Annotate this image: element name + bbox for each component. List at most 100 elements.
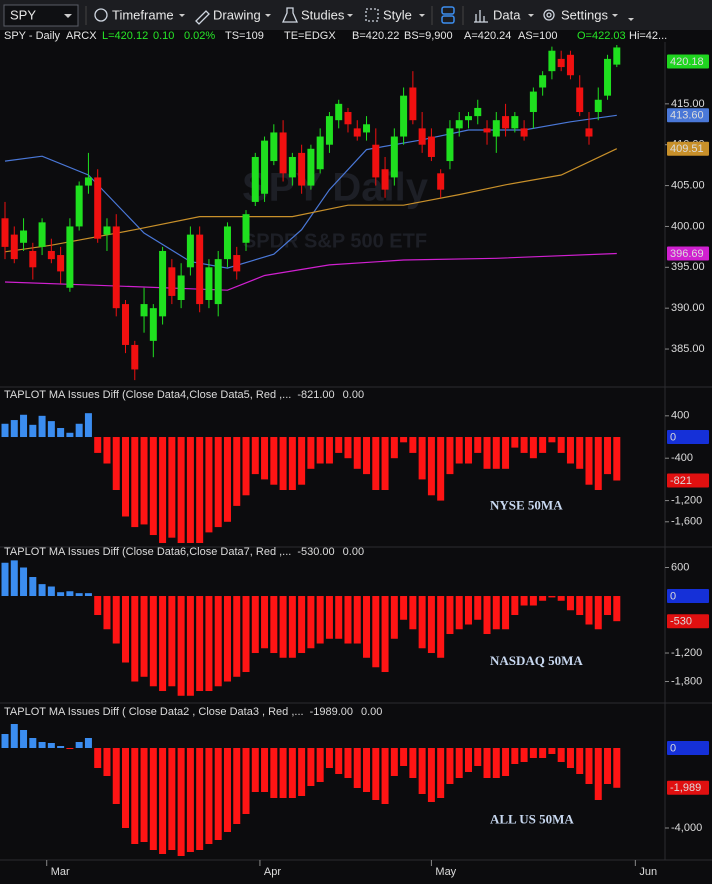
header-ask: A=420.24	[464, 30, 511, 42]
y-tick-label: 385.00	[671, 343, 705, 355]
y-tick-label: -1,600	[671, 516, 702, 528]
watermark-subtitle: SPDR S&P 500 ETF	[243, 230, 427, 252]
settings-icon[interactable]	[546, 12, 552, 18]
histogram-bar	[566, 596, 574, 611]
style-icon[interactable]	[365, 8, 379, 22]
histogram-bar	[1, 423, 9, 438]
y-tick-label: -400	[671, 452, 693, 464]
histogram-bar	[223, 437, 231, 522]
histogram-bar	[223, 748, 231, 832]
histogram-bar	[112, 437, 120, 491]
candle-body	[353, 128, 361, 137]
histogram-bar	[251, 437, 259, 475]
histogram-bar	[492, 437, 500, 469]
dropdown-arrow[interactable]	[628, 18, 634, 21]
timeframe-icon[interactable]	[94, 8, 108, 22]
candle-body	[57, 255, 65, 272]
header-exchange: ARCX	[66, 30, 97, 42]
price-marker	[667, 741, 709, 755]
y-tick-label: 600	[671, 561, 689, 573]
candle-body	[140, 304, 148, 317]
histogram-bar	[585, 437, 593, 485]
x-tick-label: May	[435, 866, 456, 878]
histogram-bar	[418, 596, 426, 649]
header-bid: B=420.22	[352, 30, 399, 42]
candle-body	[316, 136, 324, 170]
histogram-bar	[298, 437, 306, 485]
studies-icon[interactable]	[281, 7, 299, 23]
candle-body	[604, 58, 612, 96]
y-tick-label: 400	[671, 410, 689, 422]
histogram-bar	[205, 437, 213, 533]
histogram-bar	[47, 421, 55, 438]
histogram-bar	[529, 437, 537, 459]
candle-body	[548, 50, 556, 72]
drawing-icon[interactable]	[195, 10, 210, 25]
histogram-bar	[159, 596, 167, 692]
data-icon[interactable]	[474, 10, 488, 23]
x-tick-label: Apr	[264, 866, 281, 878]
candle-body	[307, 148, 315, 186]
drawing-button[interactable]: Drawing	[213, 7, 261, 22]
candle-body	[1, 218, 9, 247]
y-tick-label: 415.00	[671, 98, 705, 110]
layout-icon[interactable]	[441, 6, 455, 15]
histogram-bar	[576, 596, 584, 616]
timeframe-button[interactable]: Timeframe	[112, 7, 174, 22]
panel-title-value: -1989.00	[310, 706, 353, 718]
histogram-bar	[288, 596, 296, 658]
histogram-bar	[316, 437, 324, 464]
histogram-bar	[464, 437, 472, 464]
settings-button[interactable]: Settings	[561, 7, 608, 22]
histogram-bar	[492, 596, 500, 630]
histogram-bar	[548, 748, 556, 754]
histogram-bar	[325, 437, 333, 464]
dropdown-arrow[interactable]	[179, 14, 185, 17]
candle-body	[103, 226, 111, 235]
histogram-bar	[131, 437, 139, 528]
histogram-bar	[502, 437, 510, 469]
panel-title-value: 0.00	[343, 389, 364, 401]
histogram-bar	[381, 437, 389, 491]
histogram-bar	[57, 746, 65, 748]
histogram-bar	[437, 596, 445, 658]
candle-body	[186, 234, 194, 268]
histogram-bar	[84, 413, 92, 438]
histogram-bar	[316, 748, 324, 782]
header-ts: TS=109	[225, 30, 264, 42]
histogram-bar	[140, 596, 148, 677]
candle-body	[325, 116, 333, 145]
candle-body	[270, 132, 278, 162]
panel-title-value: 0.00	[361, 706, 382, 718]
dropdown-arrow[interactable]	[612, 14, 618, 17]
histogram-bar	[223, 596, 231, 682]
y-tick-label: 405.00	[671, 179, 705, 191]
histogram-bar	[566, 748, 574, 768]
panel-annotation: NASDAQ 50MA	[490, 653, 583, 668]
style-button[interactable]: Style	[383, 7, 412, 22]
layout-icon[interactable]	[441, 15, 455, 24]
histogram-bar	[288, 748, 296, 798]
symbol-box[interactable]	[3, 4, 79, 27]
data-button[interactable]: Data	[493, 7, 521, 22]
histogram-bar	[270, 596, 278, 654]
candle-body	[196, 234, 204, 305]
dropdown-arrow[interactable]	[528, 14, 534, 17]
symbol-input[interactable]: SPY	[10, 7, 36, 22]
histogram-bar	[177, 596, 185, 696]
settings-icon[interactable]	[543, 9, 555, 21]
histogram-bar	[409, 748, 417, 778]
price-marker	[667, 246, 709, 261]
candle-body	[261, 140, 269, 194]
dropdown-arrow[interactable]	[419, 14, 425, 17]
dropdown-arrow[interactable]	[64, 14, 72, 18]
candle-body	[372, 144, 380, 178]
histogram-bar	[585, 748, 593, 784]
dropdown-arrow[interactable]	[347, 14, 353, 17]
candle-body	[168, 267, 176, 296]
histogram-bar	[186, 748, 194, 852]
studies-button[interactable]: Studies	[301, 7, 345, 22]
dropdown-arrow[interactable]	[265, 14, 271, 17]
price-marker	[667, 473, 709, 488]
histogram-bar	[446, 748, 454, 784]
